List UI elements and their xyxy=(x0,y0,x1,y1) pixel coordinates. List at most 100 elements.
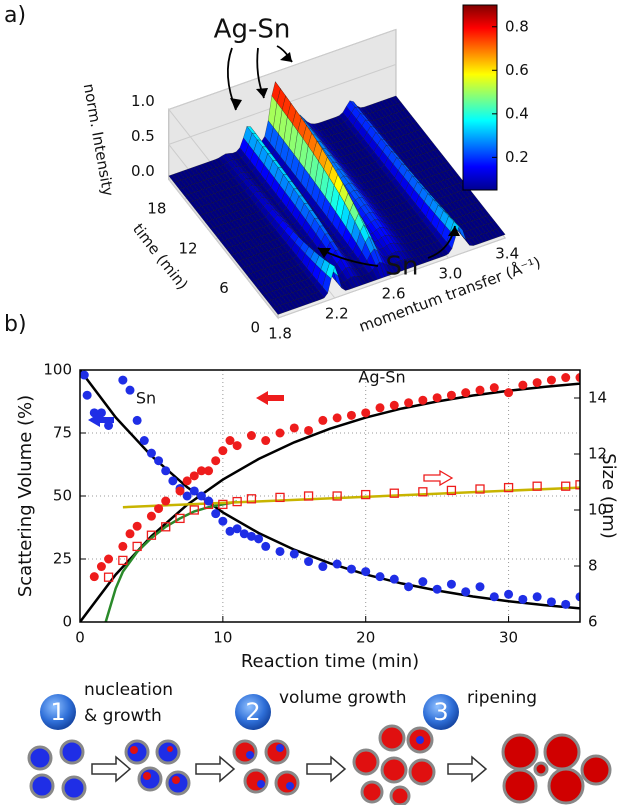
point xyxy=(161,466,171,476)
series-label: Sn xyxy=(136,389,156,408)
point xyxy=(318,562,328,572)
axis-arrow xyxy=(256,391,284,405)
point xyxy=(504,388,514,398)
point xyxy=(504,589,514,599)
point xyxy=(125,529,135,539)
y-tick-label: 75 xyxy=(53,424,72,442)
point xyxy=(154,456,164,466)
point xyxy=(218,446,228,456)
point xyxy=(389,574,399,584)
point xyxy=(132,521,142,531)
point xyxy=(182,491,192,501)
point xyxy=(432,393,442,403)
point xyxy=(575,592,580,602)
x-tick-label: 2.2 xyxy=(325,305,349,323)
step-label: ripening xyxy=(467,688,537,708)
x-tick-label: 3.0 xyxy=(438,265,462,283)
point xyxy=(289,423,299,433)
point xyxy=(532,481,542,491)
point xyxy=(532,592,542,602)
point xyxy=(546,375,556,385)
point xyxy=(561,481,571,491)
point xyxy=(232,524,242,534)
x-tick-label: 10 xyxy=(213,629,232,647)
point xyxy=(204,466,214,476)
point xyxy=(332,413,342,423)
colorbar-tick-label: 0.6 xyxy=(505,61,529,79)
point xyxy=(546,597,556,607)
x-tick-label: 3.4 xyxy=(495,245,519,263)
point xyxy=(404,398,414,408)
step-label: volume growth xyxy=(279,688,407,708)
point xyxy=(418,577,428,587)
series-label: Ag-Sn xyxy=(358,368,405,387)
point xyxy=(404,582,414,592)
schematic: 1 nucleation & growth 2 volume growth 3 ripeni… xyxy=(27,680,612,805)
point xyxy=(154,504,164,514)
point xyxy=(211,509,221,519)
particle-core xyxy=(416,736,424,744)
point xyxy=(161,496,171,506)
point xyxy=(303,491,314,501)
point xyxy=(275,428,285,438)
point xyxy=(261,436,271,446)
point xyxy=(332,559,342,569)
y-tick-label: 6 xyxy=(219,279,229,297)
point xyxy=(575,373,580,383)
arrow-head xyxy=(230,98,242,110)
plot-frame xyxy=(79,369,581,623)
panel-label: a) xyxy=(4,3,26,28)
point xyxy=(561,373,571,383)
particles-stage-1 xyxy=(124,739,191,796)
point xyxy=(346,410,356,420)
surface xyxy=(168,81,506,315)
point xyxy=(175,513,185,524)
point xyxy=(518,594,528,604)
point xyxy=(432,584,442,594)
surface-patch xyxy=(272,306,282,315)
point xyxy=(446,485,457,496)
point xyxy=(168,476,178,486)
point xyxy=(518,380,528,390)
particles-stage-4 xyxy=(501,733,612,805)
point xyxy=(475,484,485,494)
point xyxy=(575,480,580,490)
x-axis-label: Reaction time (min) xyxy=(241,651,419,672)
y-tick-label: 25 xyxy=(53,550,72,568)
point xyxy=(139,436,149,446)
y-tick-label: 12 xyxy=(179,239,198,257)
x-tick-label: 30 xyxy=(499,629,518,647)
step-number: 3 xyxy=(433,698,448,726)
point xyxy=(561,599,571,609)
point xyxy=(304,425,314,435)
point xyxy=(318,415,328,425)
marks xyxy=(80,370,580,622)
fit-line xyxy=(104,500,238,622)
particles-stage-1-core xyxy=(130,746,180,784)
step-badge xyxy=(235,694,271,730)
point xyxy=(361,408,371,418)
point xyxy=(196,491,206,501)
point xyxy=(246,494,257,504)
point xyxy=(132,415,142,425)
point xyxy=(132,541,142,552)
point xyxy=(375,403,385,413)
point xyxy=(389,400,399,410)
y-tick-label: 0 xyxy=(250,319,260,337)
point xyxy=(104,554,114,564)
colorbar-tick-label: 0.4 xyxy=(505,104,529,122)
z-tick-label: 0.0 xyxy=(131,162,155,180)
colorbar xyxy=(462,4,498,191)
colorbar-tick-label: 0.8 xyxy=(505,17,529,35)
point xyxy=(375,572,385,582)
point xyxy=(82,390,92,400)
point xyxy=(104,420,114,430)
point xyxy=(289,549,299,559)
point xyxy=(332,491,342,501)
grid-line xyxy=(168,179,279,319)
particles-stage-2-shell xyxy=(246,744,294,790)
panel-label: b) xyxy=(4,312,27,337)
y-tick-label: 0 xyxy=(62,613,72,631)
y2-tick-label: 6 xyxy=(588,613,598,631)
